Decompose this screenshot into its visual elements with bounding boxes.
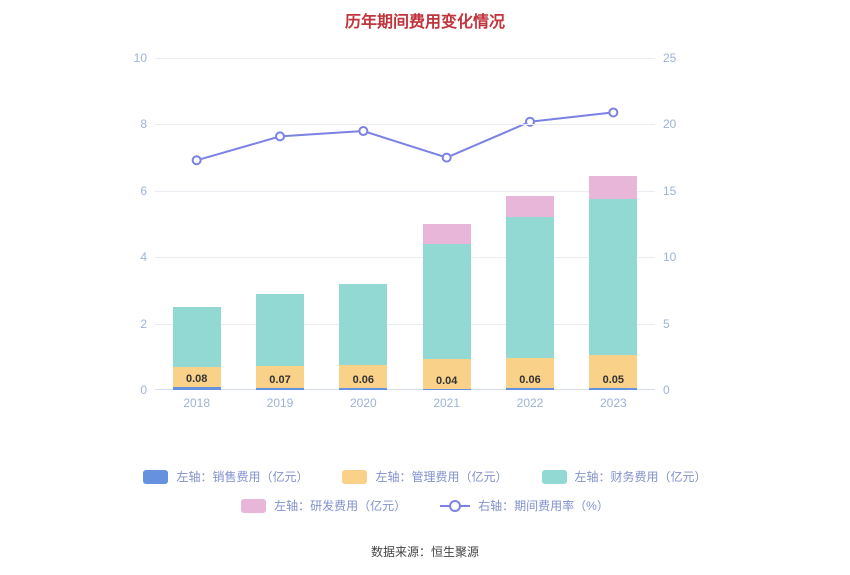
- legend-item[interactable]: 左轴：销售费用（亿元）: [143, 468, 308, 485]
- legend-row: 左轴：研发费用（亿元） 右轴：期间费用率（%）: [241, 497, 609, 514]
- x-axis-category-label: 2021: [433, 396, 461, 410]
- gridline: [155, 124, 655, 126]
- bar-segment: [506, 195, 554, 218]
- legend-item-label: 左轴：研发费用（亿元）: [274, 499, 407, 513]
- left-axis-tick-label: 6: [140, 183, 147, 198]
- x-axis-category-label: 2020: [349, 396, 377, 410]
- bar-segment: [339, 388, 388, 390]
- bar-segment: [256, 366, 304, 388]
- right-axis-tick-label: 15: [663, 183, 677, 198]
- gridline: [155, 190, 655, 192]
- legend-swatch-icon: [143, 469, 169, 484]
- legend-line-icon: [440, 499, 471, 513]
- legend-item-label: 左轴：管理费用（亿元）: [375, 470, 508, 484]
- legend-item-label: 右轴：期间费用率（%）: [478, 499, 609, 513]
- bar-value-label: 0.07: [269, 373, 291, 386]
- legend-item[interactable]: 右轴：期间费用率（%）: [440, 497, 609, 514]
- rate-line-point: [358, 126, 369, 137]
- legend-swatch-icon: [241, 498, 267, 513]
- bar-segment: [422, 224, 471, 244]
- bar-segment: [422, 243, 471, 359]
- bar-segment: [256, 387, 304, 390]
- bar-segment: [339, 283, 388, 365]
- x-axis-category-label: 2022: [516, 396, 544, 410]
- rate-line-point: [441, 152, 452, 163]
- right-axis-tick-label: 25: [663, 51, 677, 65]
- bar-segment: [589, 199, 638, 356]
- legend-item[interactable]: 左轴：研发费用（亿元）: [241, 497, 406, 514]
- gridline: [155, 257, 655, 259]
- bar-value-label: 0.06: [352, 374, 375, 387]
- bar-segment: [256, 293, 304, 367]
- bar-value-label: 0.04: [435, 374, 458, 387]
- bar-segment: [506, 388, 554, 390]
- data-source: 数据来源：恒生聚源: [370, 545, 479, 559]
- rate-line-point: [275, 131, 285, 142]
- plot-area: 0 2 4 6 8 10 0 5 10 15 20 25 0.08 2018 0.07 2019 0.06 202…: [134, 51, 677, 410]
- left-axis-tick-label: 8: [140, 117, 147, 132]
- x-axis-category-label: 2023: [599, 396, 627, 410]
- legend-line-marker: [449, 499, 462, 512]
- legend-item-label: 左轴：财务费用（亿元）: [574, 470, 707, 484]
- rate-line-series: [191, 107, 619, 166]
- bar-segment: [172, 387, 221, 390]
- legend-swatch-icon: [342, 469, 368, 484]
- bar-value-label: 0.08: [185, 373, 208, 386]
- x-axis-category-label: 2018: [183, 396, 211, 410]
- bar-segment: [589, 175, 638, 200]
- rate-line-point: [608, 107, 619, 118]
- left-axis-tick-label: 2: [140, 316, 147, 331]
- legend: 左轴：销售费用（亿元） 左轴：管理费用（亿元） 左轴：财务费用（亿元） 左轴：研发费用…: [0, 468, 850, 514]
- rate-line-path: [196, 111, 614, 162]
- bar-segment: [506, 358, 554, 389]
- bar-segment: [422, 388, 471, 390]
- bar-segment: [589, 388, 638, 390]
- legend-row: 左轴：销售费用（亿元） 左轴：管理费用（亿元） 左轴：财务费用（亿元）: [143, 468, 707, 485]
- bar-value-label: 0.06: [519, 374, 541, 387]
- right-axis-tick-label: 5: [663, 316, 670, 331]
- legend-item[interactable]: 左轴：财务费用（亿元）: [541, 468, 707, 485]
- bar-value-label: 0.05: [602, 374, 625, 387]
- legend-item[interactable]: 左轴：管理费用（亿元）: [342, 468, 508, 485]
- rate-line-point: [525, 116, 535, 127]
- right-axis-tick-label: 10: [663, 250, 677, 265]
- bar-segment: [589, 355, 638, 389]
- chart-title: 历年期间费用变化情况: [344, 14, 505, 31]
- gridline: [155, 323, 655, 325]
- x-axis-category-label: 2019: [266, 396, 294, 410]
- bar-segment: [172, 307, 221, 368]
- bar-segment: [339, 364, 388, 389]
- right-axis-tick-label: 20: [663, 117, 677, 132]
- bar-segment: [506, 217, 554, 359]
- left-axis-tick-label: 10: [133, 51, 147, 65]
- rate-line-point: [191, 155, 202, 166]
- legend-item-label: 左轴：销售费用（亿元）: [176, 470, 309, 484]
- left-axis-tick-label: 4: [140, 250, 147, 265]
- bar-segment: [422, 358, 471, 389]
- right-axis-tick-label: 0: [663, 383, 670, 397]
- legend-swatch-icon: [541, 469, 567, 484]
- x-axis-line: [155, 389, 655, 390]
- gridline: [155, 58, 655, 59]
- left-axis-tick-label: 0: [140, 383, 147, 397]
- bar-segment: [172, 367, 221, 388]
